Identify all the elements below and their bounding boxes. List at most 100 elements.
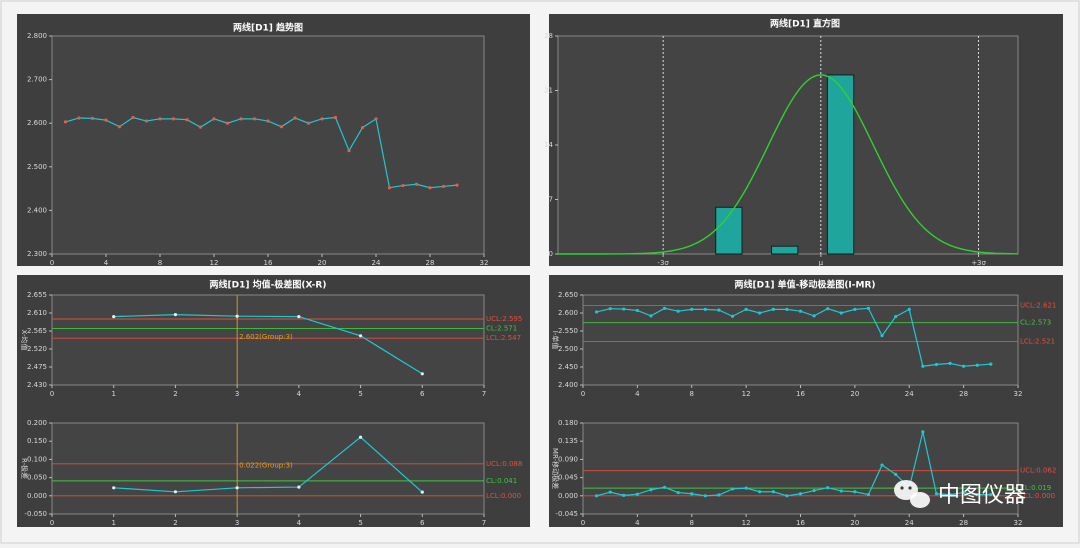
- data-point: [962, 490, 966, 495]
- x-tick-label: 5: [358, 390, 362, 398]
- x-tick-label: μ: [819, 259, 824, 267]
- data-point: [185, 118, 189, 122]
- x-tick-label: 7: [482, 390, 486, 398]
- data-point: [414, 182, 419, 186]
- y-tick-label: 2.430: [27, 381, 47, 389]
- y-tick-label: 21: [544, 87, 553, 95]
- y-tick-label: 0.100: [27, 455, 47, 463]
- x-tick-label: 20: [850, 519, 859, 527]
- data-point: [360, 125, 365, 130]
- bar: [771, 245, 799, 255]
- data-point: [921, 430, 925, 434]
- watermark-icon: [894, 480, 930, 508]
- watermark: 中图仪器: [938, 483, 1026, 508]
- y-tick-label: 14: [544, 141, 553, 149]
- y-tick-label: 2.565: [27, 327, 47, 335]
- annotation: 2.602(Group:3): [239, 333, 293, 341]
- data-point: [622, 307, 626, 311]
- y-tick-label: 0.045: [558, 474, 578, 482]
- data-point: [812, 488, 816, 493]
- data-point: [798, 309, 803, 313]
- data-point: [225, 121, 230, 125]
- control-label: LCL:2.547: [486, 334, 521, 342]
- data-point: [635, 308, 639, 313]
- data-point: [948, 361, 952, 365]
- data-point: [839, 311, 843, 315]
- x-tick-label: 32: [480, 259, 489, 267]
- y-tick-label: 2.500: [558, 345, 578, 353]
- data-point: [112, 315, 116, 319]
- data-point: [717, 308, 721, 312]
- x-tick-label: 28: [959, 519, 968, 527]
- y-tick-label: 2.655: [27, 291, 47, 299]
- control-label: CL:2.571: [486, 325, 517, 333]
- data-point: [676, 490, 680, 495]
- data-point: [90, 116, 95, 121]
- data-point: [948, 492, 952, 497]
- y-tick-label: 2.610: [27, 309, 47, 317]
- plot-area: [51, 422, 485, 515]
- annotation: 0.022(Group:3): [239, 462, 293, 470]
- data-point: [975, 363, 979, 367]
- data-point: [235, 314, 239, 318]
- data-line: [113, 436, 423, 493]
- data-point: [717, 493, 721, 497]
- data-point: [730, 487, 735, 491]
- data-line: [596, 307, 991, 367]
- y-tick-label: 2.450: [558, 363, 578, 371]
- data-point: [989, 362, 993, 366]
- y-axis-label: MR-移动极差: [551, 448, 560, 489]
- plot-area: [582, 422, 1019, 515]
- data-point: [962, 364, 966, 368]
- x-tick-label: 24: [905, 519, 914, 527]
- x-tick-label: 7: [482, 519, 486, 527]
- data-line: [596, 431, 991, 497]
- data-point: [894, 472, 898, 476]
- data-point: [649, 488, 653, 492]
- data-point: [144, 119, 149, 123]
- data-point: [785, 307, 789, 311]
- x-tick-label: 28: [426, 259, 435, 267]
- data-point: [744, 307, 748, 311]
- data-point: [297, 315, 301, 319]
- control-label: LCL:0.000: [486, 492, 521, 500]
- data-point: [420, 372, 424, 376]
- data-point: [198, 125, 203, 129]
- data-point: [866, 306, 871, 310]
- control-label: LCL:2.521: [1020, 337, 1055, 345]
- plot-area: [582, 294, 1019, 386]
- data-point: [934, 492, 939, 496]
- data-point: [320, 117, 324, 121]
- data-point: [771, 490, 775, 494]
- x-tick-label: 16: [796, 519, 805, 527]
- data-point: [112, 486, 116, 490]
- x-tick-label: +3σ: [971, 259, 986, 267]
- plot-area: [51, 294, 485, 386]
- data-line: [65, 116, 458, 189]
- data-point: [158, 117, 162, 121]
- x-tick-label: 4: [635, 390, 640, 398]
- control-label: CL:0.019: [1020, 484, 1051, 492]
- data-point: [635, 492, 639, 496]
- plot-area: [557, 35, 1019, 255]
- x-tick-label: 8: [158, 259, 162, 267]
- data-point: [594, 310, 599, 314]
- data-point: [117, 125, 122, 129]
- control-label: UCL:0.062: [1020, 467, 1056, 475]
- data-point: [853, 490, 857, 494]
- y-tick-label: 0.000: [27, 492, 47, 500]
- y-tick-label: 0.050: [27, 474, 47, 482]
- y-tick-label: 2.600: [558, 309, 578, 317]
- y-tick-label: 2.600: [27, 119, 47, 127]
- x-tick-label: 4: [635, 519, 640, 527]
- data-point: [77, 116, 81, 120]
- x-tick-label: 16: [796, 390, 805, 398]
- y-tick-label: 0.150: [27, 437, 47, 445]
- data-point: [171, 117, 176, 121]
- data-point: [649, 314, 653, 318]
- x-tick-label: 12: [742, 390, 751, 398]
- y-tick-label: 2.700: [27, 76, 47, 84]
- x-tick-label: 6: [420, 390, 425, 398]
- data-point: [798, 492, 803, 496]
- data-point: [358, 435, 363, 439]
